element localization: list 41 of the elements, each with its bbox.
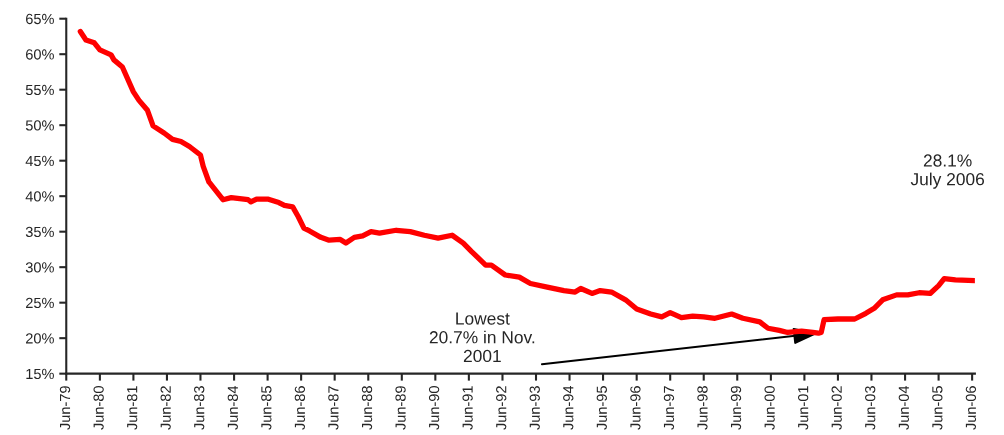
x-tick-label: Jun-02 <box>831 386 842 430</box>
y-tick-label: 55% <box>25 84 54 96</box>
y-tick-label: 20% <box>26 333 54 344</box>
x-tick-label: Jun-83 <box>194 386 205 430</box>
x-tick-label: Jun-94 <box>563 385 574 430</box>
annotation: 28.1% July 2006 <box>910 154 985 189</box>
y-tick-label: 40% <box>25 191 54 202</box>
x-tick-label: Jun-88 <box>361 386 373 430</box>
x-tick-label: Jun-79 <box>59 386 71 430</box>
x-tick-label: Jun-99 <box>730 386 742 430</box>
x-tick-label: Jun-04 <box>898 385 909 430</box>
x-tick-label: Jun-95 <box>596 386 607 430</box>
x-tick-label: Jun-01 <box>797 386 809 430</box>
x-tick-label: Jun-87 <box>328 386 339 430</box>
y-tick-label: 50% <box>25 120 54 131</box>
x-tick-label: Jun-90 <box>428 386 440 430</box>
y-tick-label: 30% <box>25 262 54 273</box>
x-tick-label: Jun-86 <box>294 386 306 430</box>
x-tick-label: Jun-97 <box>663 386 675 430</box>
x-tick-label: Jun-91 <box>462 386 473 430</box>
x-tick-label: Jun-00 <box>764 386 775 430</box>
x-tick-label: Jun-06 <box>965 386 977 430</box>
y-tick-label: 25% <box>26 297 54 309</box>
annotation: Lowest 20.7% in Nov. 2001 <box>429 312 535 363</box>
y-tick-label: 60% <box>26 49 54 60</box>
x-tick-label: Jun-84 <box>227 385 238 430</box>
x-tick-label: Jun-82 <box>160 386 171 430</box>
x-tick-label: Jun-93 <box>529 386 540 430</box>
y-tick-label: 45% <box>25 155 54 167</box>
y-tick-label: 35% <box>25 226 54 238</box>
x-tick-label: Jun-96 <box>630 386 641 430</box>
x-tick-label: Jun-03 <box>865 386 876 430</box>
x-tick-label: Jun-81 <box>127 386 138 430</box>
y-tick-label: 65% <box>26 13 54 25</box>
x-tick-label: Jun-92 <box>496 386 507 430</box>
x-tick-label: Jun-89 <box>395 386 406 430</box>
x-tick-label: Jun-85 <box>261 386 272 430</box>
y-tick-label: 15% <box>26 368 54 380</box>
x-tick-label: Jun-05 <box>932 386 943 430</box>
x-tick-label: Jun-80 <box>93 386 104 430</box>
x-tick-label: Jun-98 <box>697 386 708 430</box>
